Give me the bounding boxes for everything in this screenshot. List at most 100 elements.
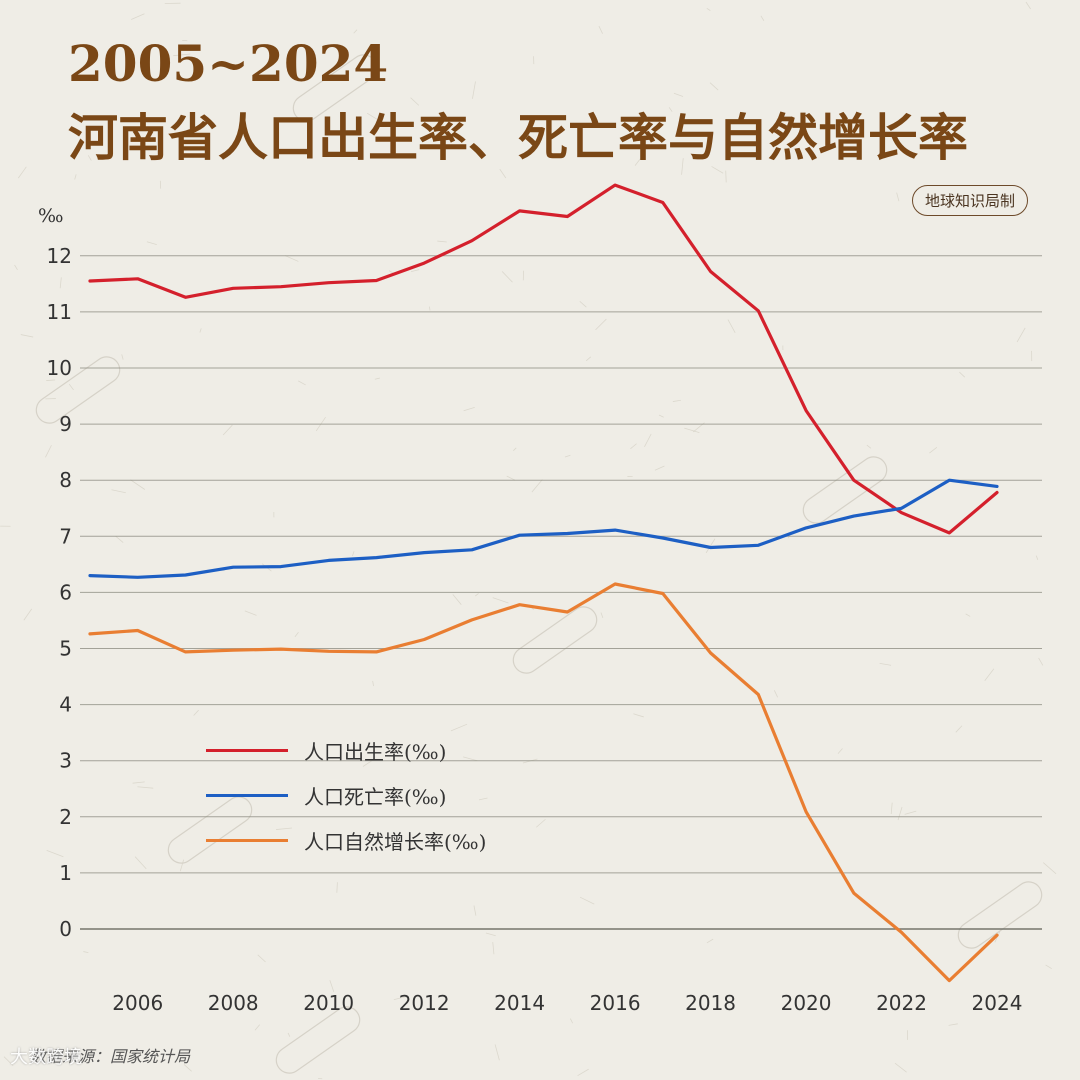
paper-fleck	[654, 465, 665, 471]
watermark-badge	[512, 606, 598, 674]
y-tick-label: 4	[59, 693, 72, 717]
watermark-badge	[275, 1006, 361, 1074]
paper-fleck	[672, 399, 681, 402]
y-tick-label: 9	[59, 412, 72, 436]
paper-fleck	[372, 680, 374, 687]
paper-fleck	[336, 882, 338, 893]
paper-fleck	[183, 1064, 192, 1072]
paper-fleck	[393, 995, 409, 1001]
paper-fleck	[179, 859, 185, 872]
paper-fleck	[644, 433, 652, 448]
paper-fleck	[352, 551, 355, 557]
paper-fleck	[837, 748, 843, 754]
x-tick-label: 2006	[112, 991, 163, 1015]
watermark-badge	[35, 356, 121, 424]
series-lines	[88, 183, 999, 983]
paper-fleck	[1038, 657, 1044, 666]
paper-fleck	[463, 756, 478, 762]
paper-fleck	[146, 241, 157, 246]
credit-badge: 地球知识局制	[912, 185, 1029, 216]
paper-fleck	[429, 306, 431, 311]
watermark-badge	[802, 456, 888, 524]
x-tick-label: 2018	[685, 991, 736, 1015]
series-line-birth	[88, 183, 999, 535]
series-line-natural	[88, 582, 999, 983]
y-tick-label: 7	[59, 524, 72, 548]
paper-fleck	[111, 489, 126, 494]
x-tick-label: 2008	[208, 991, 259, 1015]
paper-fleck	[276, 827, 293, 830]
paper-fleck	[485, 932, 496, 937]
paper-fleck	[1035, 555, 1039, 560]
x-tick-label: 2016	[590, 991, 641, 1015]
y-tick-label: 1	[59, 861, 72, 885]
paper-fleck	[501, 271, 513, 283]
paper-fleck	[965, 613, 971, 617]
legend-swatch-birth	[206, 749, 288, 752]
chart-title: 河南省人口出生率、死亡率与自然增长率	[68, 108, 968, 167]
y-tick-label: 6	[59, 580, 72, 604]
paper-fleck	[131, 13, 145, 20]
paper-fleck	[294, 632, 299, 638]
corner-watermark: 大数跨境	[10, 1047, 82, 1068]
y-tick-label: 8	[59, 468, 72, 492]
paper-fleck	[705, 538, 716, 554]
paper-fleck	[472, 81, 476, 99]
paper-fleck	[773, 690, 778, 698]
x-tick-label: 2014	[494, 991, 545, 1015]
y-tick-label: 5	[59, 637, 72, 661]
paper-fleck	[244, 610, 257, 616]
paper-fleck	[866, 444, 872, 449]
legend-item-death: 人口死亡率(‰)	[206, 773, 486, 818]
legend-swatch-death	[206, 794, 288, 797]
x-tick-label: 2012	[399, 991, 450, 1015]
paper-fleck	[499, 168, 507, 179]
paper-fleck	[564, 454, 571, 458]
paper-fleck	[579, 301, 587, 308]
paper-fleck	[896, 192, 900, 202]
legend: 人口出生率(‰) 人口死亡率(‰) 人口自然增长率(‰)	[206, 728, 486, 863]
paper-fleck	[948, 1023, 958, 1026]
paper-fleck	[600, 612, 604, 619]
watermarks	[35, 54, 1043, 1074]
watermark-badge	[292, 54, 378, 122]
paper-fleck	[59, 277, 62, 289]
paper-fleck	[450, 723, 468, 732]
paper-fleck	[879, 663, 892, 666]
x-tick-label: 2024	[972, 991, 1023, 1015]
paper-fleck	[17, 166, 27, 179]
paper-fleck	[20, 334, 34, 338]
data-source: 数据来源：国家统计局	[30, 1047, 191, 1066]
legend-label-death: 人口死亡率(‰)	[304, 785, 447, 809]
legend-label-natural: 人口自然增长率(‰)	[304, 830, 487, 854]
x-axis-ticks: 2006 2008 2010 2012 2014 2016 2018 2020 2022 2024	[112, 991, 1022, 1015]
paper-fleck	[199, 328, 202, 333]
paper-fleck	[984, 668, 995, 681]
paper-fleck	[684, 427, 700, 434]
paper-fleck	[452, 594, 462, 605]
paper-fleck	[374, 377, 380, 380]
paper-fleck	[929, 446, 938, 454]
paper-fleck	[577, 1068, 589, 1077]
paper-fleck	[1016, 327, 1026, 343]
y-tick-label: 11	[47, 300, 72, 324]
y-tick-label: 0	[59, 917, 72, 941]
paper-fleck	[257, 954, 266, 963]
paper-fleck	[329, 980, 335, 993]
paper-fleck	[1042, 862, 1057, 875]
paper-fleck	[595, 318, 607, 331]
paper-fleck	[904, 810, 917, 815]
paper-fleck	[598, 25, 603, 34]
watermark-badge	[957, 881, 1043, 949]
paper-fleck	[410, 97, 420, 106]
paper-fleck	[130, 479, 146, 490]
paper-fleck	[115, 535, 124, 543]
paper-fleck	[132, 781, 145, 784]
paper-texture	[0, 1, 1057, 1080]
series-line-death	[88, 478, 999, 579]
paper-fleck	[1025, 1, 1031, 10]
paper-fleck	[222, 424, 233, 436]
paper-fleck	[531, 479, 543, 493]
paper-fleck	[254, 1024, 261, 1031]
